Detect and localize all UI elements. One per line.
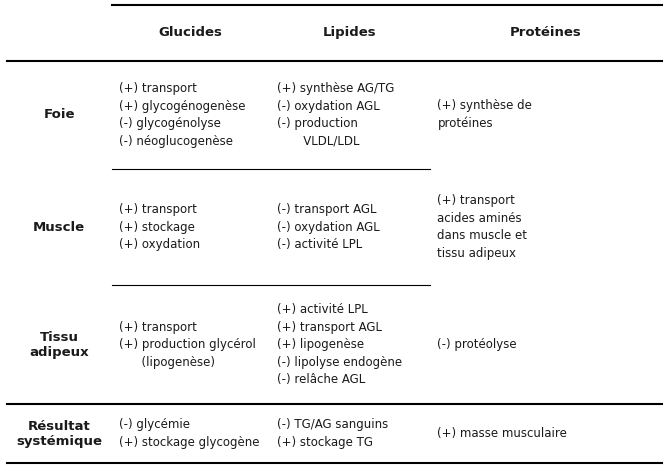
Text: Résultat
systémique: Résultat systémique bbox=[16, 419, 102, 447]
Text: (-) TG/AG sanguins
(+) stockage TG: (-) TG/AG sanguins (+) stockage TG bbox=[277, 418, 388, 449]
Text: Muscle: Muscle bbox=[33, 220, 85, 234]
Text: (-) glycémie
(+) stockage glycogène: (-) glycémie (+) stockage glycogène bbox=[120, 418, 260, 449]
Text: Tissu
adipeux: Tissu adipeux bbox=[29, 330, 89, 358]
Text: Protéines: Protéines bbox=[510, 26, 582, 39]
Text: (+) transport
(+) production glycérol
      (lipogenèse): (+) transport (+) production glycérol (l… bbox=[120, 321, 256, 368]
Text: (+) activité LPL
(+) transport AGL
(+) lipogenèse
(-) lipolyse endogène
(-) relâ: (+) activité LPL (+) transport AGL (+) l… bbox=[277, 303, 402, 386]
Text: Foie: Foie bbox=[43, 108, 75, 121]
Text: (+) transport
(+) stockage
(+) oxydation: (+) transport (+) stockage (+) oxydation bbox=[120, 203, 201, 251]
Text: (-) transport AGL
(-) oxydation AGL
(-) activité LPL: (-) transport AGL (-) oxydation AGL (-) … bbox=[277, 203, 379, 251]
Text: (+) synthèse de
protéines: (+) synthèse de protéines bbox=[438, 99, 533, 131]
Text: Lipides: Lipides bbox=[322, 26, 376, 39]
Text: (+) transport
acides aminés
dans muscle et
tissu adipeux: (+) transport acides aminés dans muscle … bbox=[438, 194, 527, 260]
Text: Glucides: Glucides bbox=[159, 26, 222, 39]
Text: (+) masse musculaire: (+) masse musculaire bbox=[438, 427, 567, 440]
Text: (+) transport
(+) glycogénogenèse
(-) glycogénolyse
(-) néoglucogenèse: (+) transport (+) glycogénogenèse (-) gl… bbox=[120, 82, 246, 147]
Text: (-) protéolyse: (-) protéolyse bbox=[438, 338, 517, 351]
Text: (+) synthèse AG/TG
(-) oxydation AGL
(-) production
       VLDL/LDL: (+) synthèse AG/TG (-) oxydation AGL (-)… bbox=[277, 82, 394, 147]
